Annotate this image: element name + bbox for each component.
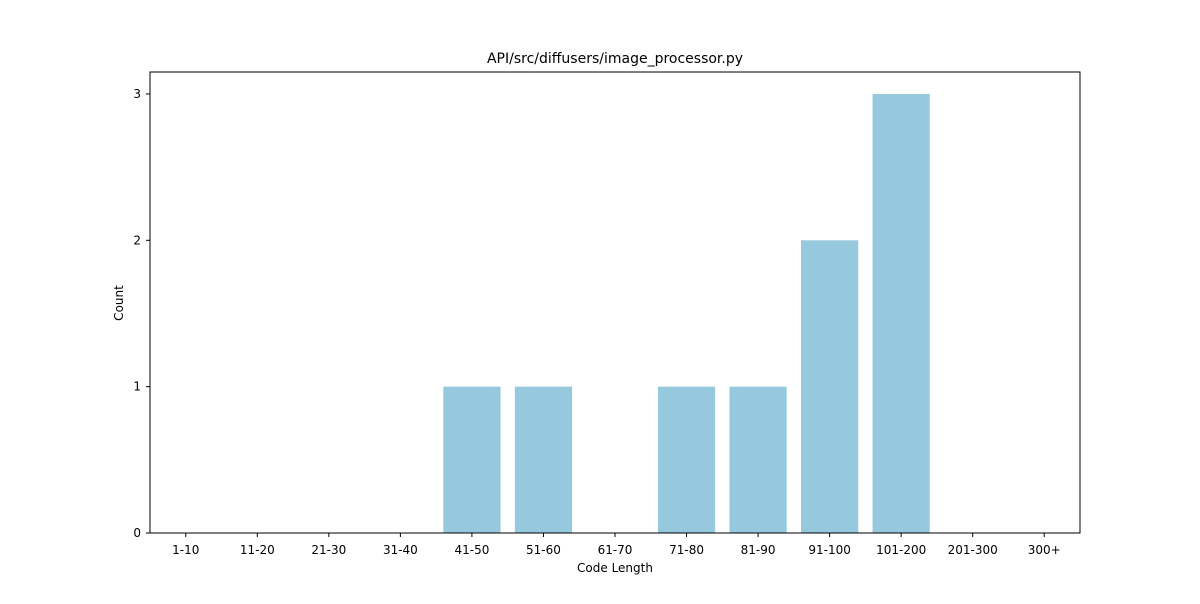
y-axis: 0 1 2 3 [133, 87, 150, 540]
x-tick-label: 41-50 [454, 543, 489, 557]
x-tick-label: 201-300 [948, 543, 998, 557]
plot-area-frame [149, 71, 1081, 534]
x-tick-label: 81-90 [741, 543, 776, 557]
bars-group [443, 93, 930, 534]
x-tick-label: 31-40 [383, 543, 418, 557]
y-axis-label: Count [112, 285, 126, 321]
x-tick-label: 300+ [1028, 543, 1061, 557]
bar-81-90 [729, 386, 787, 533]
x-axis: 1-10 11-20 21-30 31-40 41-50 51-60 61-70 71-80 8… [172, 533, 1061, 557]
y-tick-label: 0 [133, 526, 141, 540]
x-tick-label: 91-100 [808, 543, 851, 557]
x-axis-label: Code Length [577, 561, 653, 575]
x-tick-label: 71-80 [669, 543, 704, 557]
x-tick-label: 101-200 [876, 543, 926, 557]
chart-title: API/src/diffusers/image_processor.py [487, 51, 743, 67]
bar-101-200 [872, 93, 930, 533]
y-tick-label: 2 [133, 233, 141, 247]
x-tick-label: 21-30 [311, 543, 346, 557]
bar-91-100 [801, 240, 859, 534]
bar-41-50 [443, 386, 501, 533]
x-tick-label: 61-70 [598, 543, 633, 557]
x-tick-label: 11-20 [240, 543, 275, 557]
x-tick-label: 1-10 [172, 543, 199, 557]
x-tick-label: 51-60 [526, 543, 561, 557]
bar-51-60 [514, 386, 573, 533]
bar-71-80 [657, 386, 716, 533]
y-tick-label: 3 [133, 87, 141, 101]
y-tick-label: 1 [133, 380, 141, 394]
